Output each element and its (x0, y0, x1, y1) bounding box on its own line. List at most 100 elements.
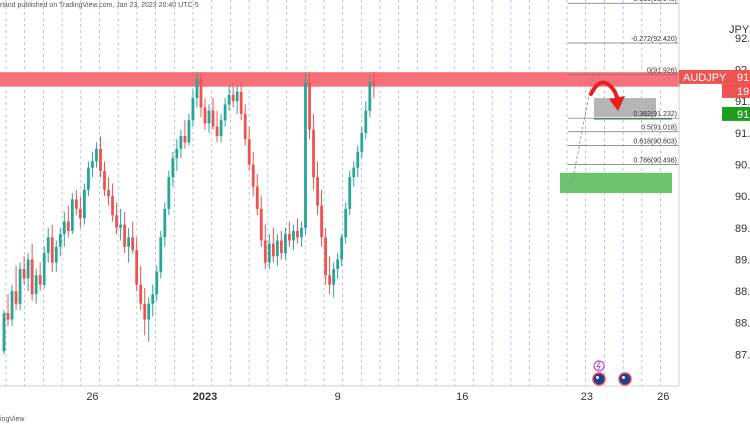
currency-label: JPY (729, 24, 750, 36)
candle-body (195, 79, 199, 99)
candle-body (6, 313, 10, 320)
candle-body (135, 249, 139, 285)
candle-body (199, 79, 203, 108)
candle-body (2, 313, 6, 352)
candle-body (300, 227, 303, 238)
candle-body (231, 94, 235, 102)
candle-body (372, 82, 376, 86)
x-tick-label: 23 (581, 391, 593, 403)
candle-body (38, 275, 42, 285)
candle-body (255, 186, 259, 209)
y-tick-label: 87. (735, 349, 750, 361)
candle-body (324, 237, 327, 276)
candle-body (70, 199, 74, 231)
candle-body (179, 136, 183, 149)
candle-body (304, 82, 307, 228)
x-tick-label: 2023 (193, 391, 217, 403)
candle-body (239, 91, 243, 114)
candle-body (187, 120, 191, 143)
candle-body (263, 240, 267, 263)
candle-body (211, 110, 215, 127)
y-tick-label: 90. (735, 191, 750, 203)
x-axis-ticks: 26 2023 9 16 23 26 (86, 391, 669, 403)
y-tick-label: 89. (735, 254, 750, 266)
fib-level-label: 0.786(90.498) (633, 158, 677, 165)
candle-body (171, 158, 175, 178)
zones-layer (0, 72, 680, 193)
candle-body (340, 237, 344, 260)
y-tick-label: 88. (735, 318, 750, 330)
candle-body (352, 167, 356, 178)
x-tick-label: 16 (456, 391, 468, 403)
candle-body (191, 98, 195, 121)
event-icons (592, 360, 632, 386)
candle-body (127, 237, 131, 247)
candle-body (95, 148, 98, 162)
candle-body (215, 126, 219, 137)
candlestick-series (2, 72, 376, 355)
candle-body (320, 205, 323, 238)
candle-body (219, 120, 223, 137)
green-price-tag (722, 106, 750, 121)
candle-body (103, 170, 106, 190)
fib-level-label: -0.272(92.420) (631, 36, 677, 43)
candle-body (123, 224, 126, 247)
price-tag-text: 91 (737, 72, 749, 84)
australia-flag-icon (618, 372, 632, 386)
fib-trend-line (571, 74, 594, 184)
demand-zone (560, 172, 672, 193)
candle-body (83, 189, 86, 219)
fibonacci-retracement: -0.618(93.049) -0.272(92.420) 0(91.926) 0.3… (568, 0, 679, 184)
candle-body (288, 234, 291, 241)
candle-body (115, 215, 118, 228)
flag-star-icon (596, 376, 599, 379)
candle-body (14, 291, 18, 304)
candle-body (74, 199, 78, 209)
candle-body (54, 246, 58, 263)
candle-body (155, 272, 159, 295)
candle-body (34, 275, 38, 295)
candle-body (147, 303, 151, 320)
fib-level-label: 0.5(91.018) (641, 125, 677, 132)
candle-body (46, 237, 50, 254)
red-arrow-curve (589, 80, 620, 102)
symbol-tag (679, 69, 750, 84)
candle-body (30, 259, 34, 295)
candle-body (175, 148, 179, 159)
candle-body (275, 240, 279, 257)
candle-body (284, 234, 287, 254)
candle-body (78, 208, 82, 219)
candle-body (159, 237, 163, 273)
y-tick-label: 88. (735, 286, 750, 298)
candle-body (316, 177, 319, 206)
candle-body (235, 91, 239, 102)
supply-zone (594, 98, 656, 118)
candle-body (167, 177, 171, 209)
countdown-tag (722, 83, 750, 98)
tradingview-footer: ingView (0, 416, 25, 423)
resistance-zone (0, 72, 680, 87)
fib-level-label: -0.618(93.049) (631, 0, 677, 3)
candle-body (348, 177, 352, 209)
candle-body (279, 240, 283, 254)
candle-body (360, 132, 364, 152)
candle-body (139, 284, 143, 304)
candle-body (143, 303, 147, 320)
candle-body (259, 208, 263, 241)
candle-body (10, 291, 14, 320)
candle-body (50, 237, 54, 263)
candle-body (131, 237, 135, 250)
candle-body (18, 268, 22, 304)
candle-body (163, 208, 167, 238)
y-tick-label: 89. (735, 223, 750, 235)
candle-body (223, 104, 227, 121)
annotations-layer (589, 80, 625, 111)
candle-body (42, 253, 46, 285)
candle-body (251, 164, 255, 187)
price-tags: AUDJPY 91 19 91 (679, 69, 750, 121)
symbol-tag-text: AUDJPY (683, 72, 727, 84)
candle-body (267, 243, 271, 263)
candle-body (296, 230, 299, 238)
candle-body (308, 82, 311, 130)
